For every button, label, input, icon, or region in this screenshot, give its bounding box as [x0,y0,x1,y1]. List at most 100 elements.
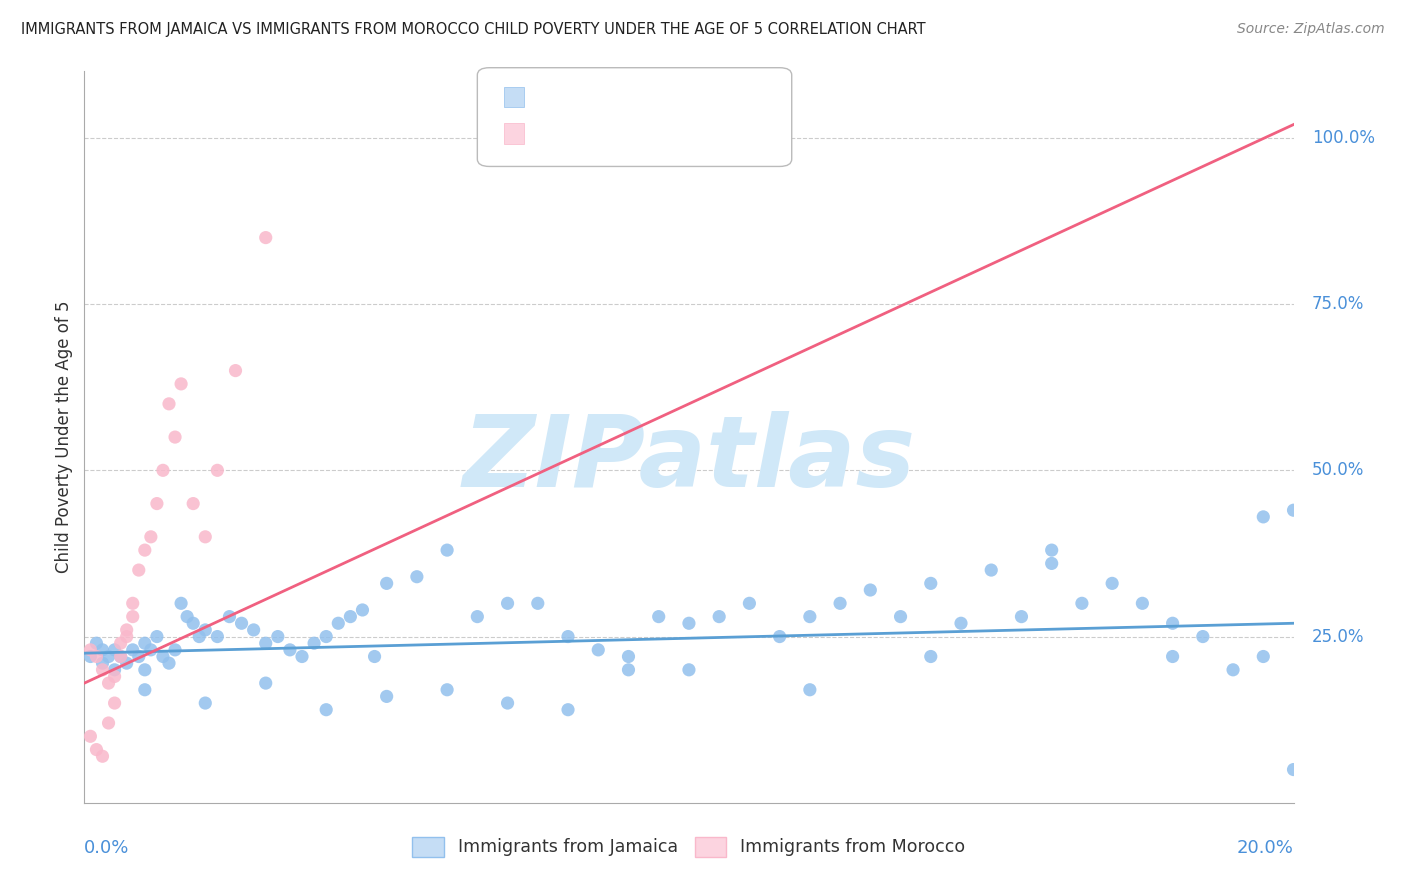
Point [254,230,277,244]
Point [207,463,229,477]
Point [799,609,821,624]
Point [1040,543,1063,558]
Text: IMMIGRANTS FROM JAMAICA VS IMMIGRANTS FROM MOROCCO CHILD POVERTY UNDER THE AGE O: IMMIGRANTS FROM JAMAICA VS IMMIGRANTS FR… [21,22,925,37]
Point [110,649,132,664]
Point [139,643,162,657]
Point [194,623,217,637]
Point [121,643,143,657]
Point [950,616,973,631]
Point [181,497,204,511]
Point [1192,630,1215,644]
Point [134,663,156,677]
Point [97,676,120,690]
Point [352,603,374,617]
Point [467,609,489,624]
Point [152,463,174,477]
Point [315,703,337,717]
Text: 75.0%: 75.0% [1312,295,1364,313]
Point [291,649,314,664]
Point [830,596,852,610]
Point [97,649,120,664]
Point [1040,557,1063,571]
Point [617,649,640,664]
Point [104,643,127,657]
Point [134,682,156,697]
Text: 25.0%: 25.0% [1312,628,1364,646]
Point [436,543,458,558]
Point [79,649,101,664]
Point [1282,503,1305,517]
Point [207,630,229,644]
Point [86,636,108,650]
Point [121,596,143,610]
Point [79,643,101,657]
Point [134,636,156,650]
Point [110,649,132,664]
Point [152,649,174,664]
Point [920,576,942,591]
Point [527,596,550,610]
Point [1101,576,1123,591]
Point [557,703,579,717]
Point [157,656,180,670]
Point [315,630,337,644]
Point [769,630,792,644]
Point [1282,763,1305,777]
Point [170,376,193,391]
FancyBboxPatch shape [503,123,524,144]
Point [86,742,108,756]
Point [799,682,821,697]
Point [225,363,247,377]
Point [890,609,912,624]
Point [104,663,127,677]
Text: ZIPatlas: ZIPatlas [463,410,915,508]
Point [181,616,204,631]
Point [267,630,290,644]
Point [1253,649,1275,664]
Point [254,676,277,690]
FancyBboxPatch shape [478,68,792,167]
Point [79,729,101,743]
Point [91,749,114,764]
Text: R = 0.140   N = 84: R = 0.140 N = 84 [536,88,714,106]
Point [91,643,114,657]
Point [218,609,240,624]
Point [920,649,942,664]
Text: Source: ZipAtlas.com: Source: ZipAtlas.com [1237,22,1385,37]
Text: 20.0%: 20.0% [1237,839,1294,857]
Point [121,609,143,624]
Point [339,609,361,624]
Y-axis label: Child Poverty Under the Age of 5: Child Poverty Under the Age of 5 [55,301,73,574]
Point [1161,649,1184,664]
Point [104,669,127,683]
Legend: Immigrants from Jamaica, Immigrants from Morocco: Immigrants from Jamaica, Immigrants from… [405,830,973,863]
Point [302,636,325,650]
Point [496,696,519,710]
FancyBboxPatch shape [503,87,524,107]
Point [170,596,193,610]
Point [194,530,217,544]
Point [165,430,187,444]
Point [1222,663,1244,677]
Point [128,563,150,577]
Point [254,636,277,650]
Point [375,576,398,591]
Point [115,630,138,644]
Point [980,563,1002,577]
Point [188,630,211,644]
Point [157,397,180,411]
Point [146,630,169,644]
Point [436,682,458,697]
Point [104,696,127,710]
Point [709,609,731,624]
Point [1071,596,1094,610]
Point [242,623,264,637]
Point [496,596,519,610]
Point [557,630,579,644]
Point [278,643,301,657]
Point [86,649,108,664]
Point [139,530,162,544]
Point [363,649,385,664]
Point [328,616,350,631]
Point [97,716,120,731]
